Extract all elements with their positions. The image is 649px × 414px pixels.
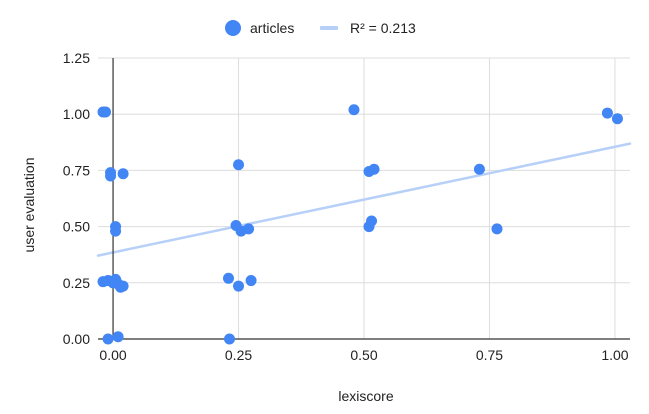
- x-tick-label: 0.75: [476, 347, 503, 363]
- data-point: [611, 113, 623, 125]
- y-tick-label: 1.00: [63, 106, 90, 122]
- legend-label-trendline: R² = 0.213: [350, 20, 416, 36]
- legend: articles R² = 0.213: [225, 20, 416, 36]
- y-tick-label: 0.00: [63, 331, 90, 347]
- data-point: [601, 107, 613, 119]
- data-point: [348, 104, 360, 116]
- data-point: [110, 225, 122, 237]
- data-points: [97, 104, 623, 345]
- data-point: [112, 331, 124, 343]
- trendline: [96, 142, 632, 257]
- x-axis-title: lexiscore: [338, 388, 393, 404]
- y-tick-label: 0.75: [63, 162, 90, 178]
- legend-marker-trendline: [320, 26, 338, 30]
- legend-label-articles: articles: [250, 20, 294, 36]
- data-point: [117, 280, 129, 292]
- y-tick-label: 1.25: [63, 50, 90, 66]
- x-tick-label: 0.50: [350, 347, 377, 363]
- x-tick-label: 1.00: [601, 347, 628, 363]
- axes: [98, 58, 630, 340]
- data-point: [117, 168, 129, 180]
- y-tick-label: 0.25: [63, 275, 90, 291]
- x-tick-label: 0.00: [99, 347, 126, 363]
- data-point: [233, 280, 245, 292]
- data-point: [233, 159, 245, 171]
- data-point: [473, 163, 485, 175]
- data-point: [102, 333, 114, 345]
- legend-marker-articles: [225, 20, 241, 36]
- data-point: [243, 223, 255, 235]
- data-point: [368, 163, 380, 175]
- data-point: [100, 106, 112, 118]
- data-point: [222, 272, 234, 284]
- x-tick-label: 0.25: [225, 347, 252, 363]
- data-point: [491, 223, 503, 235]
- data-point: [245, 275, 257, 287]
- data-point: [366, 215, 378, 227]
- y-axis-title: user evaluation: [21, 158, 37, 253]
- data-point: [105, 170, 117, 182]
- trendline-layer: [96, 142, 632, 257]
- y-tick-label: 0.50: [63, 219, 90, 235]
- tick-labels: 0.00 0.25 0.50 0.75 1.00 1.25 0.00 0.25 0.50 0.75…: [63, 50, 629, 363]
- data-point: [223, 333, 235, 345]
